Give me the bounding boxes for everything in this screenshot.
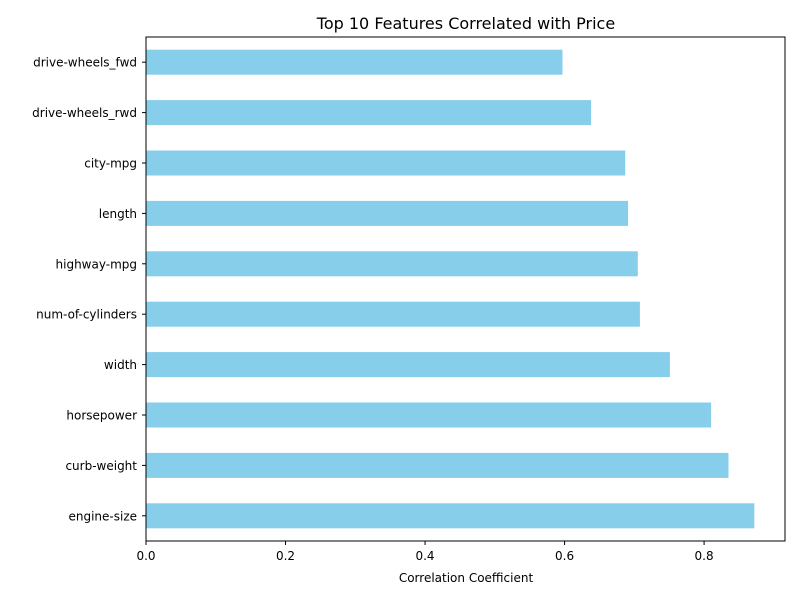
y-tick-label: num-of-cylinders bbox=[36, 308, 137, 322]
y-tick-label: curb-weight bbox=[65, 459, 137, 473]
bars-group bbox=[146, 49, 755, 529]
y-tick-label: engine-size bbox=[68, 509, 137, 523]
x-axis: 0.0 0.2 0.4 0.6 0.8 bbox=[136, 541, 714, 563]
y-tick-label: horsepower bbox=[66, 409, 137, 423]
bar-highway-mpg bbox=[146, 251, 638, 277]
bar-curb-weight bbox=[146, 452, 729, 478]
y-tick-label: city-mpg bbox=[84, 157, 137, 171]
bar-drive-wheels_fwd bbox=[146, 49, 563, 75]
bar-width bbox=[146, 352, 670, 378]
bar-horsepower bbox=[146, 402, 712, 428]
x-tick-label: 0.0 bbox=[136, 549, 155, 563]
y-tick-label: length bbox=[99, 207, 137, 221]
chart-title: Top 10 Features Correlated with Price bbox=[316, 14, 615, 33]
y-tick-label: width bbox=[104, 358, 137, 372]
y-tick-label: highway-mpg bbox=[56, 257, 137, 271]
bar-city-mpg bbox=[146, 150, 626, 176]
x-tick-label: 0.2 bbox=[276, 549, 295, 563]
x-axis-label: Correlation Coefficient bbox=[399, 571, 534, 585]
x-tick-label: 0.8 bbox=[695, 549, 714, 563]
bar-num-of-cylinders bbox=[146, 301, 640, 327]
x-tick-label: 0.6 bbox=[555, 549, 574, 563]
bar-engine-size bbox=[146, 503, 755, 529]
y-tick-label: drive-wheels_fwd bbox=[33, 56, 137, 70]
x-tick-label: 0.4 bbox=[415, 549, 434, 563]
bar-drive-wheels_rwd bbox=[146, 100, 592, 126]
y-tick-label: drive-wheels_rwd bbox=[32, 106, 137, 120]
plot-frame bbox=[145, 36, 786, 542]
bar-length bbox=[146, 200, 629, 226]
y-axis: drive-wheels_fwd drive-wheels_rwd city-mpg… bbox=[32, 56, 146, 523]
